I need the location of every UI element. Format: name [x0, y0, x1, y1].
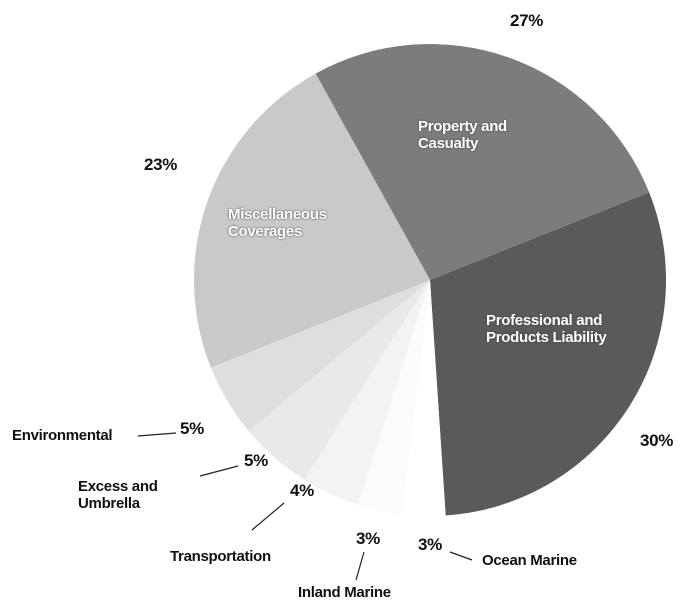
category-label: Property and Casualty [418, 118, 507, 152]
percent-label: 23% [144, 155, 178, 174]
percent-label: 5% [180, 419, 204, 438]
pie-slice [304, 280, 430, 505]
pie-slice [210, 280, 430, 432]
leader-line [355, 551, 365, 581]
leader-line [251, 502, 285, 531]
percent-label: 4% [290, 481, 314, 500]
category-label: Environmental [12, 427, 113, 444]
category-label: Transportation [170, 548, 271, 565]
percent-label: 27% [510, 11, 544, 30]
category-label: Miscellaneous Coverages [228, 206, 327, 240]
leader-line [137, 432, 177, 437]
leader-lines [137, 432, 473, 581]
category-label: Professional and Products Liability [486, 312, 607, 346]
leader-line [199, 465, 239, 477]
pie-slice [357, 280, 430, 515]
leader-line [449, 551, 473, 561]
pie-slice [401, 280, 446, 516]
slices [194, 44, 666, 516]
pie-slice [248, 280, 430, 480]
pie-slice [315, 44, 650, 280]
percent-label: 3% [356, 529, 380, 548]
percent-label: 3% [418, 535, 442, 554]
pie-slice [430, 192, 666, 516]
category-label: Inland Marine [298, 584, 391, 601]
category-label: Ocean Marine [482, 552, 577, 569]
pie-slice [194, 73, 430, 368]
percent-label: 30% [640, 431, 674, 450]
percent-label: 5% [244, 451, 268, 470]
category-label: Excess and Umbrella [78, 478, 158, 512]
